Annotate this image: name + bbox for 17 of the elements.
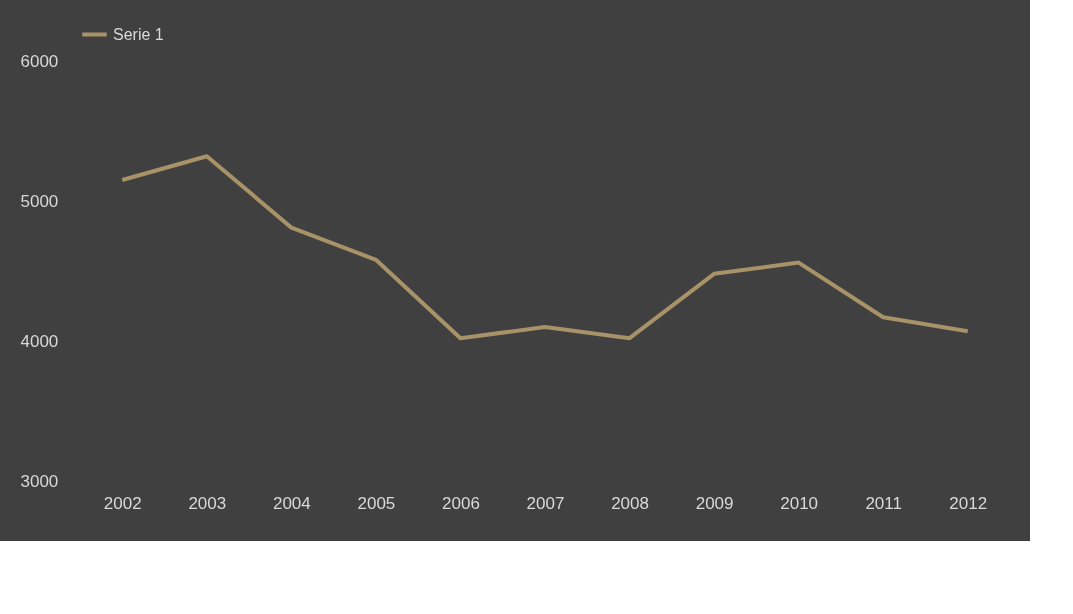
y-tick-label: 4000 xyxy=(20,331,59,351)
x-tick-label: 2004 xyxy=(272,493,311,513)
x-tick-label: 2008 xyxy=(611,493,649,513)
x-tick-label: 2002 xyxy=(103,493,142,513)
x-tick-label: 2005 xyxy=(357,493,396,513)
x-tick-label: 2012 xyxy=(949,493,988,513)
x-tick-label: 2010 xyxy=(780,493,819,513)
x-tick-label: 2003 xyxy=(188,493,227,513)
x-tick-label: 2007 xyxy=(526,493,565,513)
y-tick-label: 3000 xyxy=(20,471,59,491)
legend-label: Serie 1 xyxy=(113,25,164,43)
x-tick-label: 2006 xyxy=(442,493,480,513)
line-series xyxy=(120,154,970,341)
x-tick-label: 2009 xyxy=(695,493,734,513)
y-tick-label: 5000 xyxy=(20,191,59,211)
y-tick-label: 6000 xyxy=(20,51,59,71)
x-tick-label: 2011 xyxy=(865,493,902,513)
